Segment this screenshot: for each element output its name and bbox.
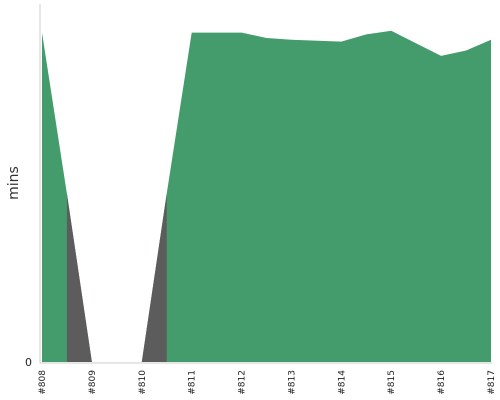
x-tick-label: #809 [88, 370, 98, 395]
failed-segment-0 [66, 193, 92, 362]
x-tick-labels: #808 #809 #810 #811 #812 #813 #814 #815 #816 #817 [38, 370, 497, 395]
x-tick-label: #808 [38, 370, 48, 395]
x-tick-label: #812 [238, 370, 248, 395]
x-tick-label: #813 [287, 370, 297, 395]
failed-segment-1 [141, 193, 167, 362]
x-tick-label: #814 [337, 370, 347, 395]
x-tick-label: #815 [387, 370, 397, 395]
x-tick-label: #811 [188, 370, 198, 395]
x-tick-label: #810 [138, 370, 148, 395]
build-time-area [42, 30, 491, 363]
x-tick-label: #817 [487, 370, 497, 395]
y-tick-label-0: 0 [25, 356, 32, 369]
x-tick-label: #816 [437, 370, 447, 395]
plot-area [42, 30, 491, 363]
y-axis-label: mins [6, 166, 22, 200]
